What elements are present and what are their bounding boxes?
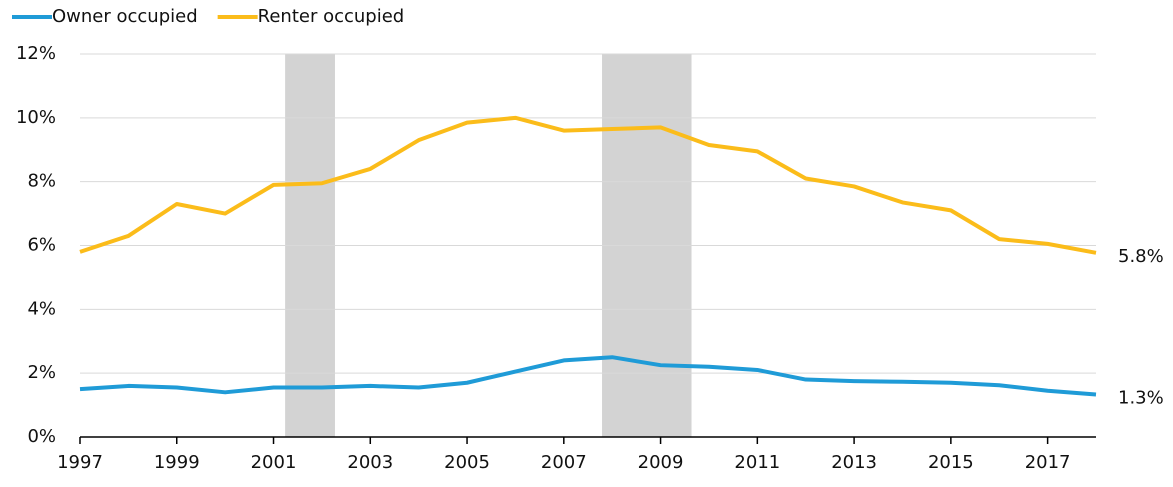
y-tick-label: 12% (16, 43, 56, 64)
y-tick-label: 2% (27, 362, 56, 383)
x-tick-label: 2017 (1025, 452, 1071, 473)
x-tick-label: 1999 (154, 452, 200, 473)
legend-label: Owner occupied (52, 6, 198, 27)
x-tick-label: 2015 (928, 452, 974, 473)
value-label: 1.3% (1118, 388, 1164, 409)
y-tick-label: 4% (27, 298, 56, 319)
x-tick-label: 2013 (831, 452, 877, 473)
y-tick-label: 8% (27, 171, 56, 192)
x-tick-label: 2001 (251, 452, 297, 473)
series-line (79, 115, 1097, 255)
value-label: 5.8% (1118, 246, 1164, 267)
legend-label: Renter occupied (258, 6, 405, 27)
y-tick-label: 6% (27, 235, 56, 256)
x-tick-label: 2007 (541, 452, 587, 473)
y-tick-label: 10% (16, 107, 56, 128)
x-tick-label: 2003 (347, 452, 393, 473)
x-tick-label: 2011 (734, 452, 780, 473)
x-tick-label: 2005 (444, 452, 490, 473)
x-tick-label: 1997 (57, 452, 103, 473)
x-tick-label: 2009 (638, 452, 684, 473)
y-tick-label: 0% (27, 426, 56, 447)
series-line (79, 355, 1097, 397)
